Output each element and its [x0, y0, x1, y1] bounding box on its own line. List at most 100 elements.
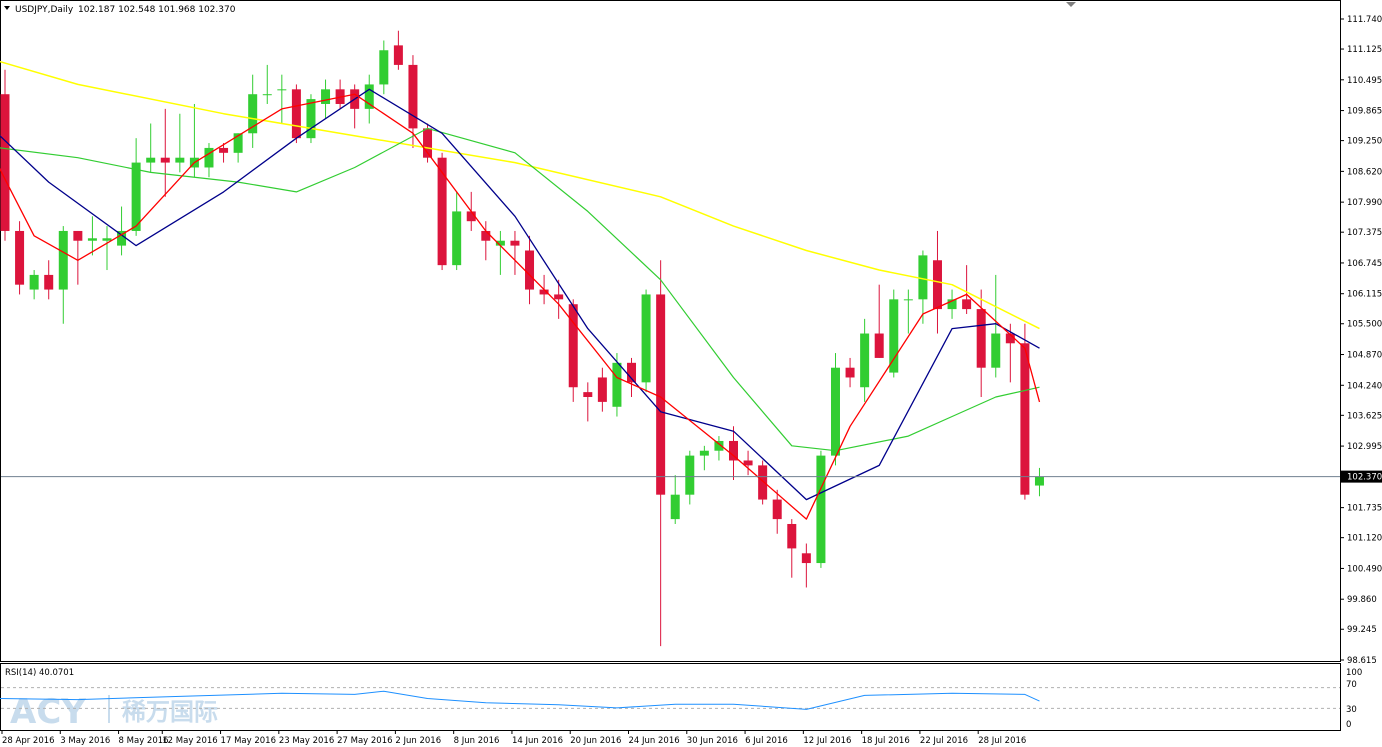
candle-body [743, 460, 753, 466]
rsi-level-0: 0 [1346, 720, 1351, 730]
candle-body [466, 211, 476, 222]
candle-body [160, 157, 170, 163]
candle-body [976, 309, 986, 368]
candle-body [58, 230, 68, 290]
candle-body [393, 45, 403, 65]
time-tick-label: 2 Jun 2016 [395, 736, 441, 746]
time-tick-label: 12 Jul 2016 [803, 736, 851, 746]
candle-body [801, 553, 811, 564]
candle-body [73, 230, 83, 241]
watermark-logo: ACY [10, 692, 86, 732]
candle-body [306, 99, 316, 139]
candle-body [641, 294, 651, 383]
rsi-line [0, 690, 1040, 710]
time-tick-label: 30 Jun 2016 [687, 736, 738, 746]
price-tick-label: 101.735 [1347, 504, 1382, 514]
time-tick-label: 8 May 2016 [119, 736, 169, 746]
candle-body [291, 89, 301, 139]
time-tick-label: 17 May 2016 [221, 736, 276, 746]
candle-body [408, 64, 418, 129]
candle-body [947, 299, 957, 310]
price-tick-label: 101.120 [1347, 534, 1382, 544]
candle-body [87, 238, 97, 241]
candle-body [321, 89, 331, 104]
candle-body [889, 299, 899, 373]
price-tick-label: 111.125 [1347, 45, 1382, 55]
price-tick-label: 104.240 [1347, 381, 1382, 391]
candle-body [277, 89, 287, 91]
candle-body [830, 367, 840, 456]
candle-body [452, 211, 462, 266]
candle-body [845, 367, 855, 378]
candle-body [699, 450, 709, 456]
rsi-level-30: 30 [1346, 705, 1357, 715]
candle-body [962, 299, 972, 310]
price-tick-label: 109.865 [1347, 107, 1382, 117]
candle-body [262, 94, 272, 96]
time-tick-label: 12 May 2016 [162, 736, 217, 746]
candle-body [1005, 333, 1015, 344]
candle-body [204, 147, 214, 168]
rsi-level-lines [1, 687, 1340, 709]
price-tick-label: 102.995 [1347, 442, 1382, 452]
candle-body [102, 238, 112, 241]
candle-body [758, 465, 768, 500]
candle-body [918, 255, 928, 300]
time-tick-label: 24 Jun 2016 [629, 736, 680, 746]
candle-body [131, 162, 141, 231]
candle-body [0, 94, 10, 231]
candle-body [787, 523, 797, 549]
time-tick-label: 28 Jul 2016 [978, 736, 1026, 746]
price-tick-label: 98.615 [1347, 656, 1377, 666]
time-tick-label: 22 Jul 2016 [920, 736, 968, 746]
rsi-series-line [0, 690, 1040, 710]
price-tick-label: 106.745 [1347, 259, 1382, 269]
dropdown-triangle-icon[interactable] [4, 6, 10, 10]
candle-body [568, 304, 578, 388]
price-tick-label: 104.870 [1347, 351, 1382, 361]
candle-body [816, 455, 826, 564]
main-plot-frame [0, 0, 1341, 662]
candle-body [423, 128, 433, 158]
ma-blue-line [0, 88, 1040, 501]
candle-body [233, 133, 243, 153]
candle-body [729, 440, 738, 461]
candle-body [510, 240, 520, 246]
scroll-marker-icon[interactable] [1066, 2, 1076, 7]
candle-body [860, 333, 870, 388]
time-tick-label: 27 May 2016 [337, 736, 392, 746]
price-tick-label: 99.245 [1347, 625, 1377, 635]
candle-body [364, 84, 374, 109]
candle-body [903, 299, 913, 301]
symbol-title: USDJPY,Daily [15, 5, 74, 15]
watermark-cjk: 稀万国际 [122, 698, 218, 726]
candle-body [525, 250, 535, 290]
time-tick-label: 14 Jun 2016 [512, 736, 563, 746]
candle-body [597, 377, 607, 402]
candle-body [219, 147, 229, 153]
price-tick-label: 107.375 [1347, 228, 1382, 238]
candle-body [248, 94, 258, 134]
time-tick-label: 3 May 2016 [60, 736, 110, 746]
price-tick-label: 111.740 [1347, 15, 1382, 25]
time-tick-label: 6 Jul 2016 [745, 736, 788, 746]
candle-body [583, 392, 593, 398]
price-axis: 111.740 111.125 110.495 109.865 109.250 108.6… [1340, 15, 1382, 666]
candle-body [874, 333, 884, 358]
candle-body [495, 240, 505, 246]
ma-yellow-line [0, 60, 1040, 330]
price-tick-label: 109.250 [1347, 137, 1382, 147]
candles [0, 30, 1044, 647]
candle-body [481, 230, 491, 241]
candle-body [772, 499, 782, 520]
time-tick-label: 8 Jun 2016 [454, 736, 500, 746]
price-tick-label: 110.495 [1347, 76, 1382, 86]
candle-body [991, 333, 1001, 368]
candle-body [539, 289, 549, 295]
price-tick-label: 100.490 [1347, 564, 1382, 574]
moving-averages [0, 60, 1041, 520]
rsi-label: RSI(14) 40.0701 [5, 668, 74, 678]
ma-red-line [0, 93, 1041, 520]
